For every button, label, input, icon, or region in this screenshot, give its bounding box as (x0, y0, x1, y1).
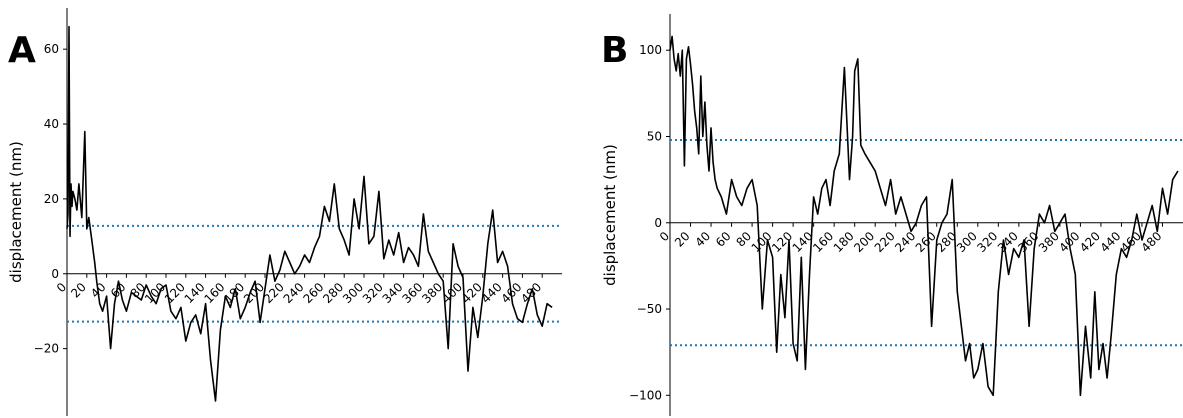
panel-b-label: B (601, 30, 628, 71)
panel-b-y-axis-label: displacement (nm) (601, 144, 619, 286)
x-tick-label: 60 (713, 229, 734, 250)
x-tick-label: 480 (1139, 229, 1165, 255)
panel-a-y-axis-label: displacement (nm) (7, 141, 25, 283)
y-tick-label: 100 (639, 43, 662, 57)
x-tick-label: 40 (692, 229, 713, 250)
x-tick-label: 420 (1077, 229, 1103, 255)
y-tick-label: −20 (34, 342, 59, 356)
x-tick-label: 360 (1015, 229, 1041, 255)
x-tick-label: 380 (1036, 229, 1062, 255)
x-tick-label: 20 (672, 229, 693, 250)
x-tick-label: 200 (851, 229, 877, 255)
y-tick-label: −50 (637, 302, 662, 316)
y-tick-label: 20 (44, 192, 59, 206)
y-tick-label: 50 (647, 129, 662, 143)
x-tick-label: 180 (831, 229, 857, 255)
y-tick-label: 40 (44, 117, 59, 131)
panel-a-displacement-line (66, 25, 553, 402)
x-tick-label: 120 (769, 229, 795, 255)
x-tick-label: 440 (1097, 229, 1123, 255)
x-tick-label: 340 (995, 229, 1021, 255)
y-tick-label: 0 (654, 216, 662, 230)
x-tick-label: 20 (68, 280, 89, 301)
y-tick-label: 60 (44, 42, 59, 56)
x-tick-label: 220 (872, 229, 898, 255)
panel-a-label: A (8, 30, 36, 71)
x-tick-label: 240 (892, 229, 918, 255)
y-tick-label: 0 (51, 267, 59, 281)
x-tick-label: 320 (974, 229, 1000, 255)
x-tick-label: 160 (810, 229, 836, 255)
x-tick-label: 300 (954, 229, 980, 255)
y-tick-label: −100 (629, 388, 662, 402)
x-tick-label: 260 (913, 229, 939, 255)
panel-b-displacement-line (669, 35, 1179, 397)
